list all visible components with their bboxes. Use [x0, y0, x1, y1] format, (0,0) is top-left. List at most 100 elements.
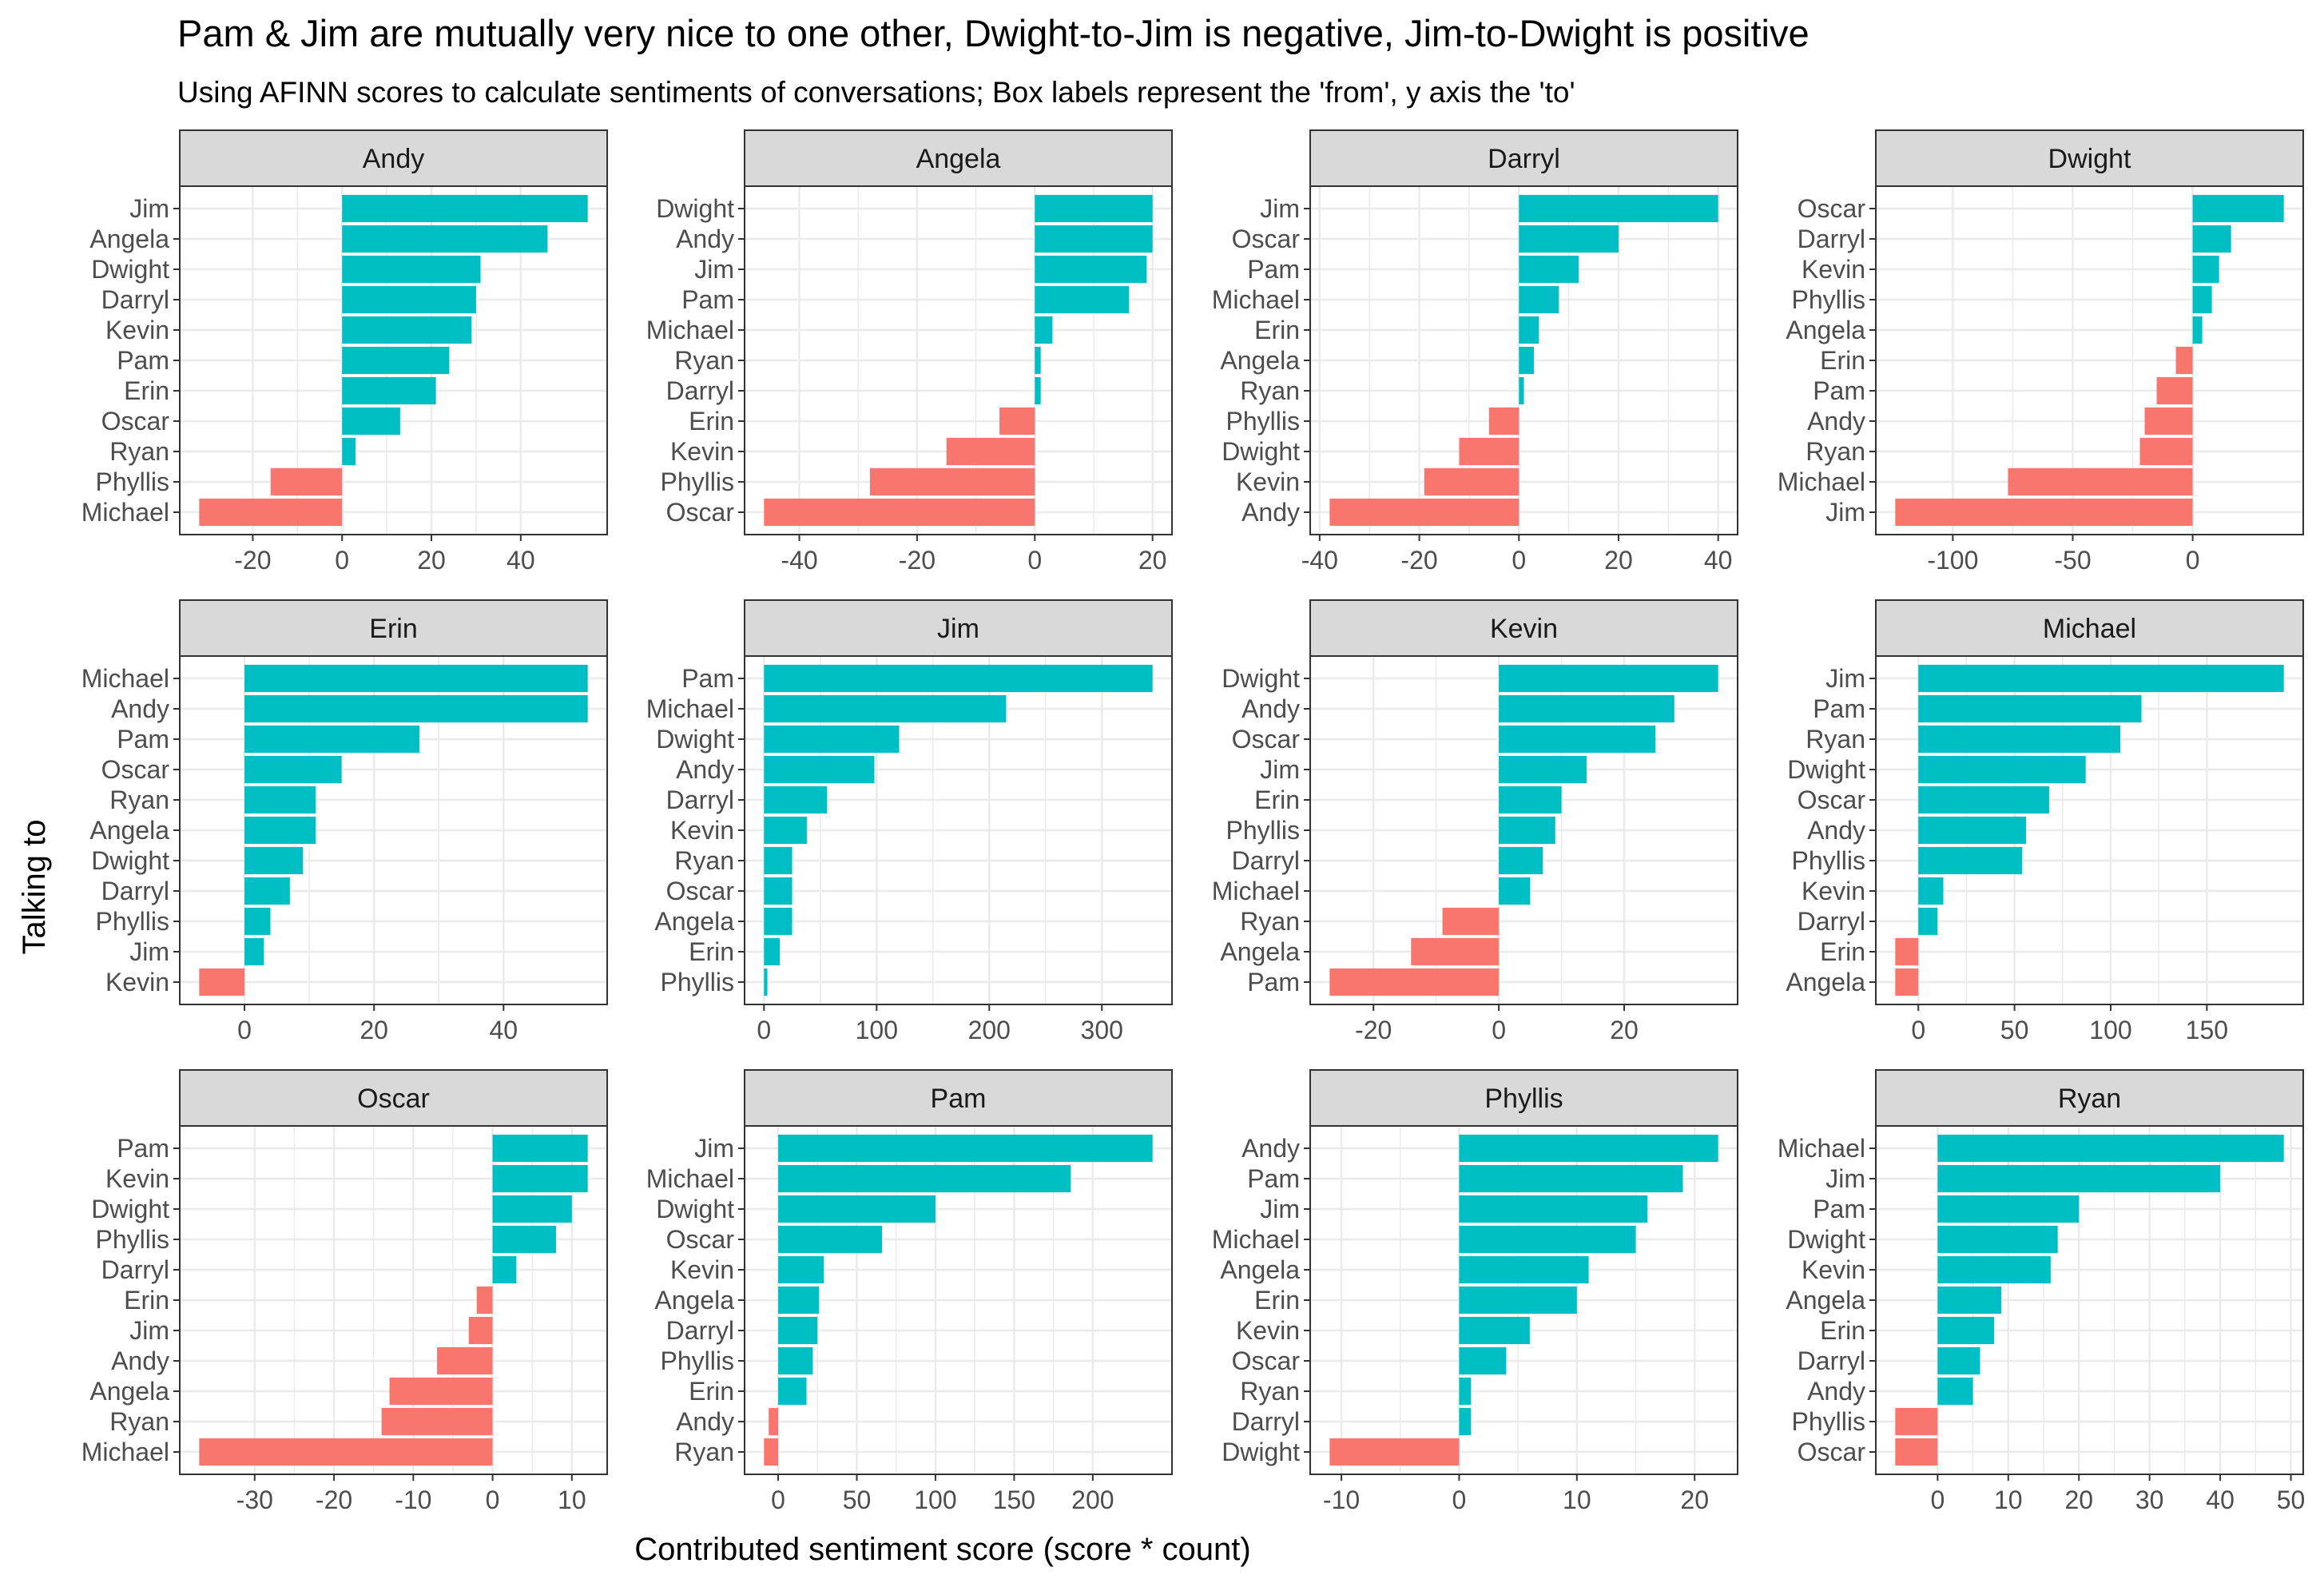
y-tick-label: Dwight: [1787, 1225, 1865, 1254]
y-tick-label: Pam: [1247, 255, 1300, 284]
y-tick-label: Oscar: [666, 498, 735, 527]
x-tick-label: 20: [417, 546, 446, 575]
bar-michael-oscar: [1918, 786, 2049, 814]
y-tick-label: Erin: [1820, 346, 1865, 375]
bar-phyllis-michael: [1459, 1225, 1636, 1254]
bar-ryan-pam: [1937, 1195, 2080, 1223]
bar-angela-jim: [1035, 255, 1147, 284]
strip-label-erin: Erin: [369, 614, 417, 644]
y-tick-label: Pam: [1813, 376, 1865, 405]
x-tick-label: 200: [1071, 1486, 1114, 1514]
panel-border-michael: [1875, 655, 2304, 1005]
bar-jim-oscar: [764, 877, 793, 905]
bar-darryl-kevin: [1424, 467, 1520, 496]
bar-michael-pam: [1918, 694, 2142, 723]
y-axis-title: Talking to: [17, 820, 52, 955]
bar-pam-jim: [778, 1134, 1153, 1163]
y-tick-label: Pam: [1813, 694, 1865, 723]
bar-pam-angela: [778, 1286, 820, 1315]
bar-dwight-kevin: [2192, 255, 2219, 284]
bar-kevin-dwight: [1499, 664, 1718, 693]
y-tick-label: Angela: [1786, 316, 1865, 344]
y-tick-label: Andy: [111, 1346, 169, 1375]
x-tick-label: 0: [1911, 1016, 1925, 1044]
y-tick-label: Michael: [81, 498, 169, 527]
y-tick-label: Michael: [1212, 1225, 1300, 1254]
y-tick-label: Pam: [117, 346, 169, 375]
y-tick-label: Oscar: [1798, 1438, 1866, 1466]
y-tick-label: Dwight: [1222, 1438, 1300, 1466]
y-tick-label: Dwight: [656, 194, 734, 223]
x-tick-label: 0: [486, 1486, 500, 1514]
x-tick-label: 50: [843, 1486, 872, 1514]
bar-phyllis-ryan: [1459, 1377, 1472, 1406]
y-tick-label: Ryan: [1240, 907, 1300, 936]
x-tick-label: 40: [507, 546, 535, 575]
y-tick-label: Darryl: [101, 1255, 169, 1284]
x-tick-label: -20: [1355, 1016, 1392, 1044]
y-tick-label: Oscar: [1232, 725, 1301, 754]
y-tick-label: Erin: [1254, 1286, 1300, 1315]
x-tick-label: -10: [1323, 1486, 1360, 1514]
bar-ryan-darryl: [1937, 1346, 1980, 1375]
chart-subtitle: Using AFINN scores to calculate sentimen…: [177, 76, 1575, 109]
bar-darryl-angela: [1519, 346, 1534, 375]
y-tick-label: Andy: [1807, 816, 1865, 845]
strip-oscar: [179, 1069, 608, 1127]
y-tick-label: Michael: [1778, 1134, 1865, 1163]
panel-andy: Andy -20 0 20 40 JimAngelaDwightDarrylKevinPa…: [81, 129, 608, 575]
y-tick-label: Ryan: [109, 786, 169, 814]
bar-oscar-pam: [492, 1134, 588, 1163]
bar-kevin-jim: [1499, 755, 1587, 784]
y-tick-label: Jim: [129, 937, 169, 966]
y-tick-label: Andy: [1241, 694, 1300, 723]
panel-border-angela: [744, 185, 1173, 535]
y-tick-label: Phyllis: [1792, 1407, 1865, 1436]
bar-angela-pam: [1035, 285, 1130, 314]
bar-angela-michael: [1035, 316, 1053, 344]
x-tick-label: 10: [558, 1486, 586, 1514]
bar-angela-erin: [999, 407, 1035, 436]
bar-phyllis-darryl: [1459, 1407, 1472, 1436]
bar-michael-andy: [1918, 816, 2027, 845]
x-tick-label: 0: [771, 1486, 785, 1514]
bar-ryan-angela: [1937, 1286, 2001, 1315]
y-tick-label: Ryan: [674, 346, 734, 375]
bar-andy-erin: [342, 376, 436, 405]
bar-dwight-michael: [2008, 467, 2193, 496]
y-tick-label: Phyllis: [1226, 407, 1300, 436]
bar-erin-michael: [244, 664, 588, 693]
y-tick-label: Phyllis: [1226, 816, 1300, 845]
y-tick-label: Phyllis: [96, 467, 169, 496]
x-axis-title: Contributed sentiment score (score * cou…: [634, 1532, 1250, 1567]
bar-dwight-oscar: [2192, 194, 2284, 223]
y-tick-label: Jim: [1260, 755, 1300, 784]
bar-pam-dwight: [778, 1195, 936, 1223]
y-tick-label: Jim: [694, 1134, 734, 1163]
y-tick-label: Andy: [676, 755, 734, 784]
bar-michael-phyllis: [1918, 846, 2023, 875]
y-tick-label: Darryl: [101, 285, 169, 314]
x-tick-label: 10: [1994, 1486, 2023, 1514]
y-tick-label: Darryl: [666, 786, 734, 814]
y-tick-label: Ryan: [109, 437, 169, 466]
bar-pam-erin: [778, 1377, 807, 1406]
bar-angela-oscar: [764, 498, 1035, 527]
panel-dwight: Dwight -100 -50 0 OscarDarrylKevinPhyllisAng…: [1778, 129, 2304, 575]
y-tick-label: Kevin: [105, 1164, 169, 1193]
panel-pam: Pam 0 50 100 150 200 JimMichaelDwightOscarKevi…: [646, 1069, 1173, 1514]
y-tick-label: Andy: [1807, 1377, 1865, 1406]
x-tick-label: 40: [490, 1016, 518, 1044]
x-tick-label: 0: [2186, 546, 2200, 575]
bar-phyllis-andy: [1459, 1134, 1718, 1163]
y-tick-label: Dwight: [656, 1195, 734, 1223]
panel-border-ryan: [1875, 1125, 2304, 1475]
bar-dwight-phyllis: [2192, 285, 2212, 314]
y-tick-label: Angela: [1786, 1286, 1865, 1315]
y-tick-label: Darryl: [666, 376, 734, 405]
bar-pam-michael: [778, 1164, 1071, 1193]
y-tick-label: Angela: [1220, 937, 1300, 966]
bar-kevin-phyllis: [1499, 816, 1555, 845]
bar-andy-jim: [342, 194, 588, 223]
y-tick-label: Jim: [1825, 664, 1865, 693]
